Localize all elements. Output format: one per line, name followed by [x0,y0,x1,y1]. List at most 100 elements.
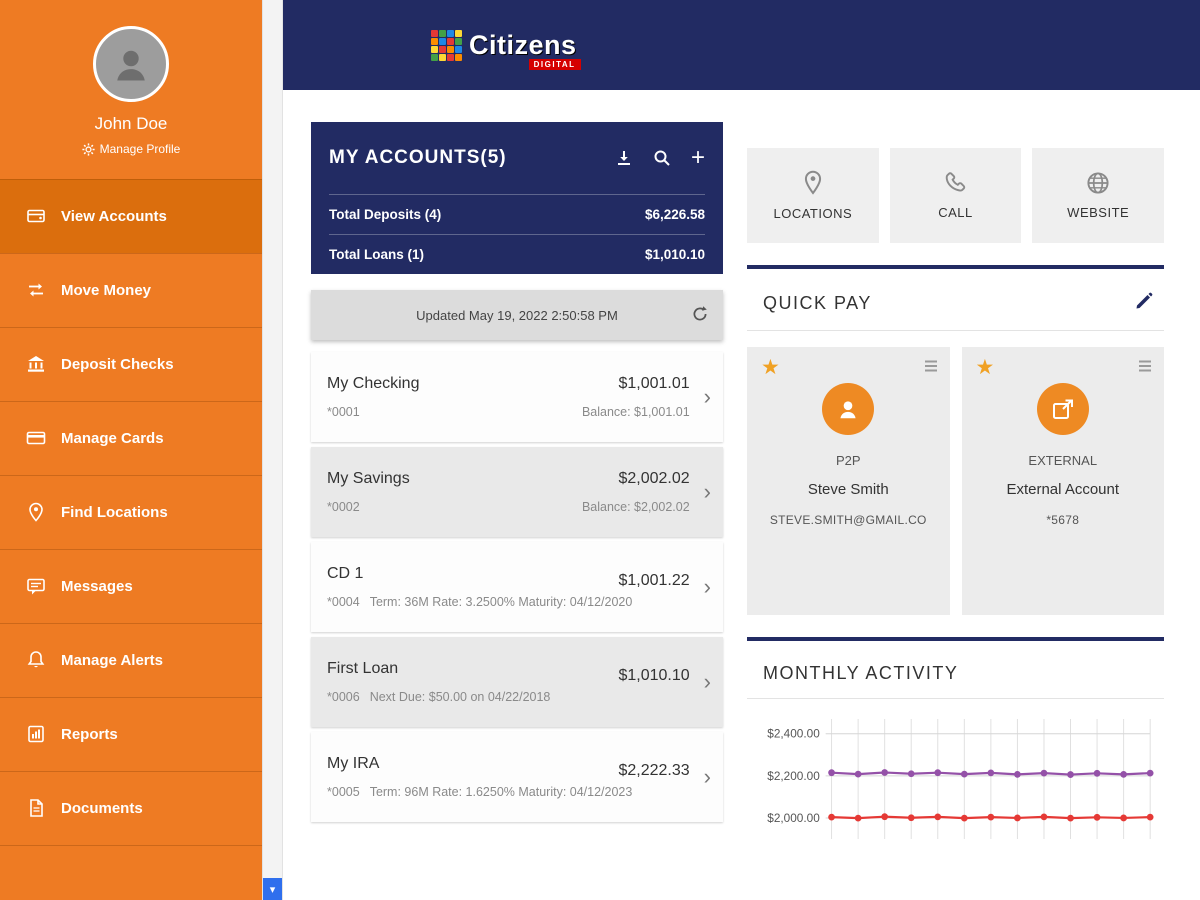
sidebar-item-label: Find Locations [61,503,168,521]
gear-icon [82,142,95,156]
sidebar-item-find-locations[interactable]: Find Locations [0,474,262,549]
sidebar-item-messages[interactable]: Messages [0,548,262,623]
page-scrollbar[interactable]: ▾ [262,0,283,900]
history-list-icon[interactable] [1138,359,1152,378]
refresh-icon[interactable] [691,305,709,326]
website-button[interactable]: WEBSITE [1032,148,1165,243]
sidebar-item-label: Manage Alerts [61,651,163,669]
account-name: My Savings [327,470,410,487]
history-list-icon[interactable] [924,359,938,378]
svg-text:$2,000.00: $2,000.00 [767,811,820,825]
brand-name: Citizens DIGITAL [469,29,581,70]
account-amount: $1,001.22 [618,572,690,589]
p2p-avatar-circle [822,383,875,435]
updated-bar: Updated May 19, 2022 2:50:58 PM [311,290,723,340]
account-number: *0004 [327,595,360,609]
location-pin-icon [804,170,821,195]
account-number: *0002 [327,500,360,514]
my-accounts-card: MY ACCOUNTS(5) + Total Deposits (4) $6,2… [311,122,723,900]
total-deposits-value: $6,226.58 [644,207,705,222]
globe-icon [1087,172,1109,194]
account-row-cd-1[interactable]: CD 1 *0004 Term: 36M Rate: 3.2500% Maturi… [311,542,723,632]
content-area: MY ACCOUNTS(5) + Total Deposits (4) $6,2… [283,90,1200,900]
sidebar-item-label: View Accounts [61,207,167,225]
payee-name: External Account [1006,481,1120,498]
payee-detail: *5678 [1046,513,1080,527]
sidebar-item-manage-cards[interactable]: Manage Cards [0,400,262,475]
quick-pay-card-p2p[interactable]: ★ P2P Steve Smith STEVE.SMITH@GMAIL.CO [747,347,950,615]
main-area: Citizens DIGITAL MY ACCOUNTS(5) + [283,0,1200,900]
account-amount: $2,002.02 [618,470,690,487]
accounts-icon [27,209,45,223]
account-detail: Next Due: $50.00 on 04/22/2018 [369,690,551,704]
brand-text: Citizens [469,29,577,60]
website-label: WEBSITE [1067,205,1130,220]
edit-pencil-icon[interactable] [1134,291,1154,316]
external-link-icon [1052,399,1073,419]
my-accounts-header: MY ACCOUNTS(5) + Total Deposits (4) $6,2… [311,122,723,274]
sidebar-item-label: Manage Cards [61,429,164,447]
total-loans-row: Total Loans (1) $1,010.10 [329,234,705,274]
manage-profile-label: Manage Profile [99,142,181,156]
external-avatar-circle [1036,383,1089,435]
account-name: First Loan [327,660,399,677]
account-name: CD 1 [327,565,364,582]
chevron-right-icon: › [703,479,711,504]
sidebar-nav: View Accounts Move Money Deposit Checks … [0,178,262,900]
sidebar-item-documents[interactable]: Documents [0,770,262,845]
account-row-my-checking[interactable]: My Checking *0001 $1,001.01 Balance: $1,… [311,352,723,442]
favorite-star-icon[interactable]: ★ [761,356,780,379]
brand-logo: Citizens DIGITAL [431,29,581,70]
right-column: LOCATIONS CALL WEBSITE QUICK PAY [747,122,1165,900]
sidebar-item-deposit-checks[interactable]: Deposit Checks [0,326,262,401]
account-number: *0001 [327,405,360,419]
person-icon [840,401,856,419]
sidebar-item-move-money[interactable]: Move Money [0,252,262,327]
manage-profile-link[interactable]: Manage Profile [82,142,181,156]
account-detail: Term: 96M Rate: 1.6250% Maturity: 04/12/… [369,785,633,799]
quick-pay-title: QUICK PAY [763,293,872,313]
call-label: CALL [938,205,973,220]
payee-type: EXTERNAL [1028,453,1098,468]
accounts-list: My Checking *0001 $1,001.01 Balance: $1,… [311,352,723,822]
account-row-my-savings[interactable]: My Savings *0002 $2,002.02 Balance: $2,0… [311,447,723,537]
messages-icon [27,578,45,595]
logo-mosaic-icon [431,29,462,61]
favorite-star-icon[interactable]: ★ [975,356,995,379]
scroll-down-arrow-icon: ▾ [269,883,276,896]
sidebar-item-label: Move Money [61,281,152,299]
sidebar: John Doe Manage Profile View Accounts Mo… [0,0,262,900]
sidebar-item-manage-alerts[interactable]: Manage Alerts [0,622,262,697]
account-amount: $1,010.10 [618,667,690,684]
updated-timestamp: Updated May 19, 2022 2:50:58 PM [416,307,618,323]
bell-icon [27,651,45,668]
account-name: My Checking [327,375,420,392]
sidebar-item-reports[interactable]: Reports [0,696,262,771]
account-balance: Balance: $2,002.02 [581,500,690,514]
call-button[interactable]: CALL [889,148,1022,243]
sidebar-item-view-accounts[interactable]: View Accounts [0,178,262,253]
scroll-down-button[interactable]: ▾ [263,878,282,900]
total-deposits-row: Total Deposits (4) $6,226.58 [329,194,705,234]
sidebar-item-label: Reports [61,725,118,743]
account-name: My IRA [327,755,380,772]
download-icon[interactable] [615,149,633,167]
add-account-icon[interactable]: + [690,144,705,171]
quick-pay-header: QUICK PAY [747,269,1164,331]
quick-pay-card-external[interactable]: ★ EXTERNAL External Account *5678 [961,347,1164,615]
locations-button[interactable]: LOCATIONS [747,148,879,243]
phone-icon [945,172,965,192]
account-row-my-ira[interactable]: My IRA *0005 Term: 96M Rate: 1.6250% Matu… [311,732,723,822]
monthly-activity-chart: $2,400.00 $2,200.00 $2,000.00 [747,699,1164,845]
account-row-first-loan[interactable]: First Loan *0006 Next Due: $50.00 on 04/2… [311,637,723,727]
sidebar-item-label: Deposit Checks [61,355,174,373]
total-loans-label: Total Loans (1) [329,247,425,262]
search-icon[interactable] [653,149,671,167]
top-header: Citizens DIGITAL [283,0,1200,90]
account-balance: Balance: $1,001.01 [581,405,690,419]
my-accounts-title: MY ACCOUNTS(5) [329,147,507,168]
avatar[interactable] [93,26,169,102]
monthly-activity-title: MONTHLY ACTIVITY [763,663,959,683]
locations-label: LOCATIONS [773,206,853,221]
